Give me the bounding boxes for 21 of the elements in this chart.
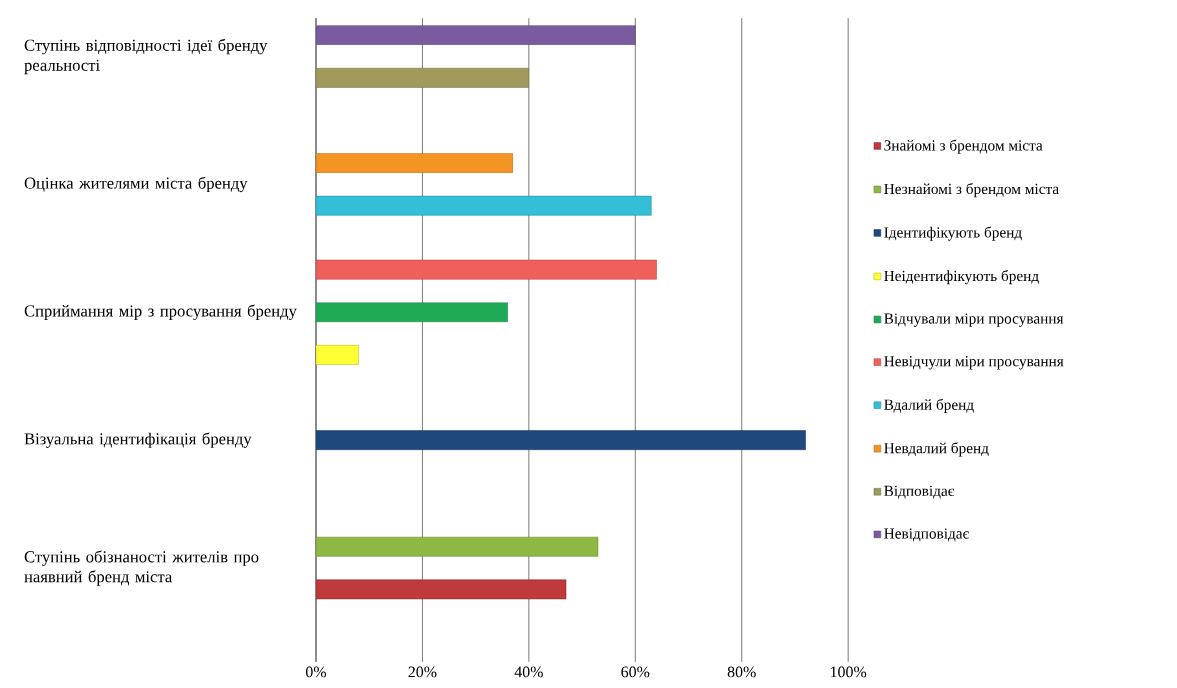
x-tick-label: 20% <box>408 666 437 678</box>
legend-label: Знайомі з брендом міста <box>884 139 1043 154</box>
legend-label: Відповідає <box>884 485 955 499</box>
x-tick-label: 40% <box>514 666 543 678</box>
legend-label: Ідентифікують бренд <box>884 226 1022 241</box>
legend-label: Неідентифікують бренд <box>884 269 1039 285</box>
y-tick-label: Ступінь відповідності ідеї бренду реальності <box>24 38 268 75</box>
x-tick-label: 60% <box>621 666 650 678</box>
x-tick-label: 0% <box>305 666 327 678</box>
legend-label: Невдалий бренд <box>884 442 989 457</box>
y-tick-label: Сприймання мір з просування бренду <box>24 304 297 321</box>
y-tick-label: Візуальна ідентифікація бренду <box>24 432 252 448</box>
legend-label: Невідповідає <box>884 528 969 542</box>
legend-label: Вдалий бренд <box>884 398 974 413</box>
legend-label: Незнайомі з брендом міста <box>884 183 1059 198</box>
y-tick-label: Оцінка жителями міста бренду <box>24 176 248 193</box>
legend-label: Невідчули міри просування <box>884 356 1064 370</box>
x-tick-label: 100% <box>830 666 867 678</box>
legend-label: Відчували міри просування <box>884 313 1064 327</box>
x-tick-label: 80% <box>727 666 756 678</box>
y-tick-label: Ступінь обізнаності жителів про наявний бренд міста <box>24 550 259 586</box>
